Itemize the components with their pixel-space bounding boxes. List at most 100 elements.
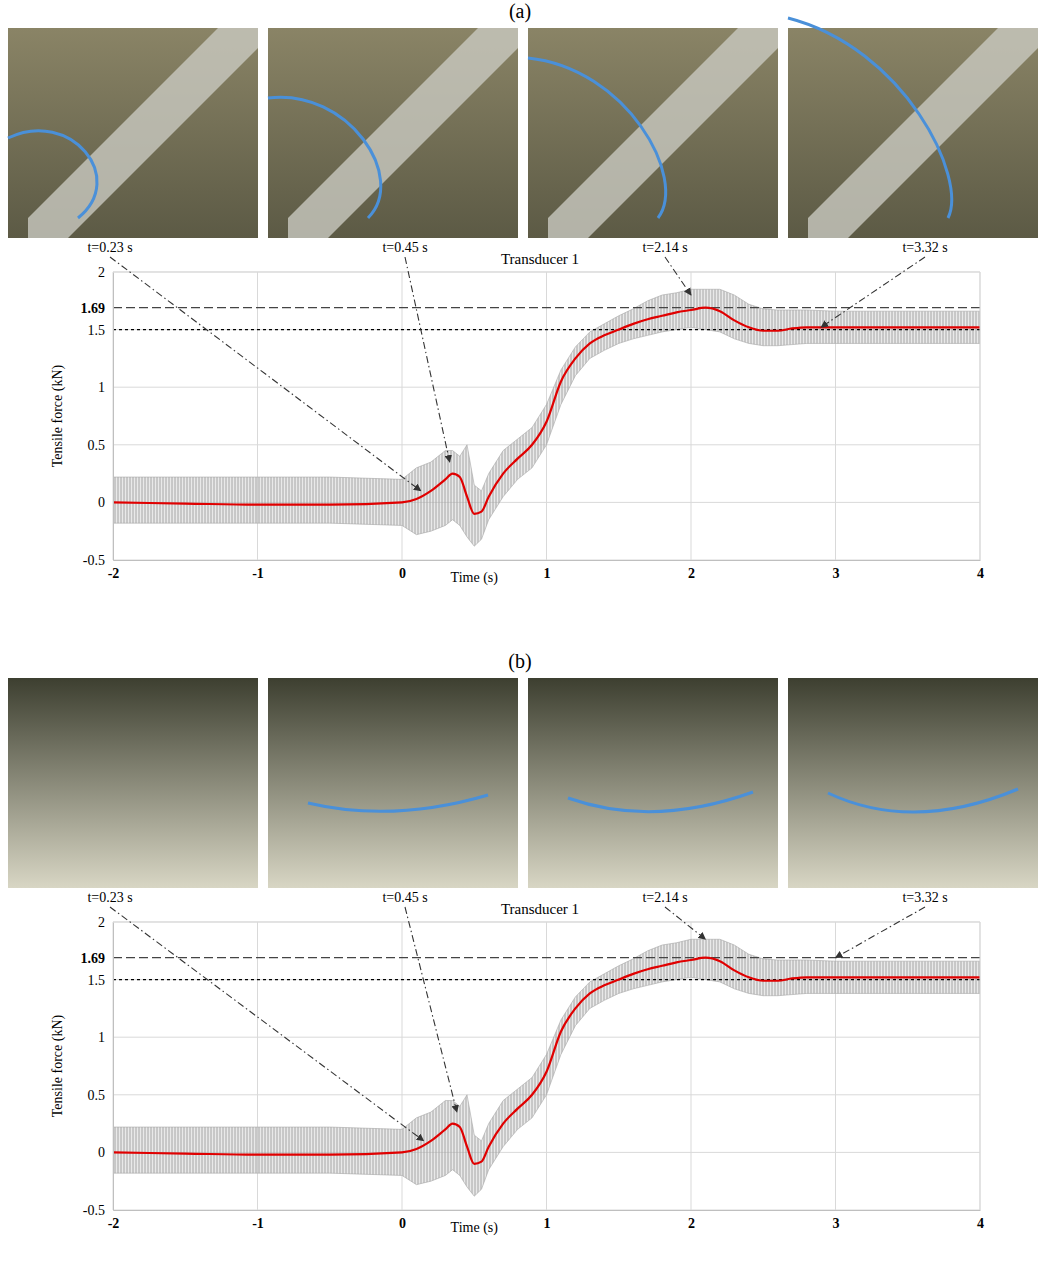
y-tick-label: 1	[98, 1030, 105, 1045]
panel-label: (a)	[509, 0, 531, 23]
x-tick: 3	[833, 1210, 840, 1231]
y-tick: 0.5	[88, 1088, 114, 1103]
reference-label: 1.69	[81, 951, 106, 966]
y-tick: -0.5	[83, 553, 113, 568]
x-tick: 4	[977, 1210, 984, 1231]
x-tick-label: -2	[108, 566, 120, 581]
y-tick: 0	[98, 1145, 113, 1160]
y-tick: 0.5	[88, 438, 114, 453]
x-tick-label: -1	[252, 566, 264, 581]
grid-line-x	[113, 272, 114, 560]
trajectory	[528, 58, 666, 218]
x-axis-line	[114, 560, 981, 561]
plot-area	[113, 289, 980, 546]
annotation-arrow	[405, 257, 450, 462]
y-axis-line	[113, 923, 114, 1211]
y-axis-line	[113, 273, 114, 561]
y-tick: 2	[98, 915, 113, 930]
photo	[788, 28, 1038, 238]
raw-signal-band	[113, 289, 980, 546]
frame-right	[980, 922, 981, 1210]
y-tick-label: -0.5	[83, 553, 105, 568]
y-tick: 1.5	[88, 323, 114, 338]
plot-area	[113, 939, 980, 1196]
annotation-label: t=3.32 s	[902, 890, 947, 905]
x-axis-title: Time (s)	[451, 570, 499, 586]
raw-signal-band	[113, 939, 980, 1196]
grid-line-y	[113, 560, 980, 561]
figure: (a) -2 -1 0 1 2 3 4 -0.5 0 0.5 1 1.5 2 1.69 Tensile for…	[0, 0, 1041, 1278]
y-tick: 2	[98, 265, 113, 280]
x-tick-label: 4	[977, 1216, 984, 1231]
y-tick-label: 1.5	[88, 973, 106, 988]
grid-line-y	[113, 387, 980, 388]
photo	[528, 678, 778, 888]
y-tick: 0	[98, 495, 113, 510]
x-tick-label: 3	[833, 566, 840, 581]
x-tick-label: 2	[688, 566, 695, 581]
trajectory	[268, 97, 381, 218]
x-tick-label: -1	[252, 1216, 264, 1231]
x-tick: 2	[688, 560, 695, 581]
x-tick: -2	[108, 560, 120, 581]
x-tick-label: 1	[544, 1216, 551, 1231]
x-tick: 2	[688, 1210, 695, 1231]
photo	[788, 678, 1038, 888]
photo	[528, 28, 778, 238]
annotation-label: t=0.45 s	[382, 890, 427, 905]
grid-line-y	[113, 1210, 980, 1211]
x-tick-label: 4	[977, 566, 984, 581]
trajectory	[828, 789, 1018, 812]
y-tick-label: 0	[98, 495, 105, 510]
y-tick-label: 0	[98, 1145, 105, 1160]
grid-line-y	[113, 272, 980, 273]
reference-line	[113, 957, 980, 958]
x-tick: -2	[108, 1210, 120, 1231]
chart-title: Transducer 1	[501, 251, 579, 267]
reference-line	[113, 329, 980, 330]
x-tick: -1	[252, 1210, 264, 1231]
y-tick-label: 2	[98, 915, 105, 930]
photo	[8, 28, 258, 238]
annotation-label: t=3.32 s	[902, 240, 947, 255]
frame-top	[113, 922, 980, 923]
x-tick-label: 0	[399, 1216, 406, 1231]
frame-top	[113, 272, 980, 273]
y-tick: 1	[98, 1030, 113, 1045]
reference-line	[113, 979, 980, 980]
grid-line-y	[113, 922, 980, 923]
photo	[268, 28, 518, 238]
annotation-arrow	[665, 907, 705, 939]
y-tick-label: 0.5	[88, 438, 106, 453]
panel-label: (b)	[508, 650, 531, 673]
y-axis-title: Tensile force (kN)	[50, 364, 66, 467]
series-line	[113, 308, 980, 514]
x-tick-label: -2	[108, 1216, 120, 1231]
grid-line-y	[113, 1037, 980, 1038]
reference-label: 1.69	[81, 301, 106, 316]
y-tick-label: 1.5	[88, 323, 106, 338]
panel: (a)-2-101234-0.500.511.521.69Tensile for…	[8, 0, 1038, 586]
grid-line-x	[980, 922, 981, 1210]
y-axis-title: Tensile force (kN)	[50, 1014, 66, 1117]
beam	[28, 28, 258, 238]
series-line	[113, 958, 980, 1164]
y-tick-label: 1	[98, 380, 105, 395]
frame-right	[980, 272, 981, 560]
x-tick-label: 2	[688, 1216, 695, 1231]
grid	[113, 922, 980, 1210]
beam	[808, 28, 1038, 238]
annotation-arrow	[110, 257, 421, 491]
annotation-arrow	[821, 257, 925, 327]
trajectory	[308, 795, 488, 811]
trajectory	[788, 18, 952, 218]
x-tick: 0	[399, 1210, 406, 1231]
chart-title: Transducer 1	[501, 901, 579, 917]
annotation-arrow	[665, 257, 691, 295]
grid-line-x	[113, 922, 114, 1210]
x-tick: 1	[544, 1210, 551, 1231]
grid-line-x	[980, 272, 981, 560]
annotation-label: t=0.45 s	[382, 240, 427, 255]
x-tick-label: 0	[399, 566, 406, 581]
annotation-label: t=0.23 s	[87, 240, 132, 255]
